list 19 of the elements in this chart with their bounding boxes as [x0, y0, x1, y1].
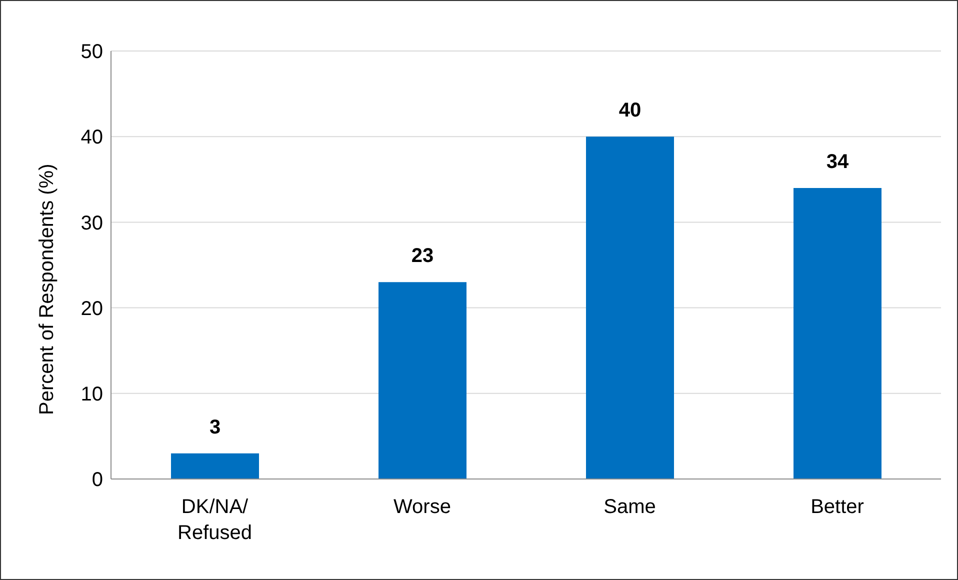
y-tick-label: 20: [80, 298, 103, 320]
x-tick-label: Worse: [394, 496, 451, 518]
x-tick-label: Same: [604, 496, 656, 518]
x-tick-label: DK/NA/Refused: [178, 496, 252, 544]
bar: [171, 453, 259, 479]
data-label: 3: [209, 416, 221, 438]
bar: [378, 282, 466, 479]
y-tick-label: 30: [80, 212, 103, 234]
bar: [586, 136, 674, 479]
data-label: 34: [826, 150, 850, 173]
data-label: 40: [618, 100, 642, 122]
bar: [794, 188, 882, 479]
x-tick-label: Better: [810, 496, 864, 518]
y-tick-label: 10: [80, 384, 103, 406]
y-tick-label: 0: [92, 469, 103, 492]
y-axis-title: Percent of Respondents (%): [36, 164, 58, 415]
y-tick-label: 40: [80, 126, 103, 149]
data-label: 23: [411, 245, 434, 268]
y-tick-label: 50: [80, 41, 103, 64]
